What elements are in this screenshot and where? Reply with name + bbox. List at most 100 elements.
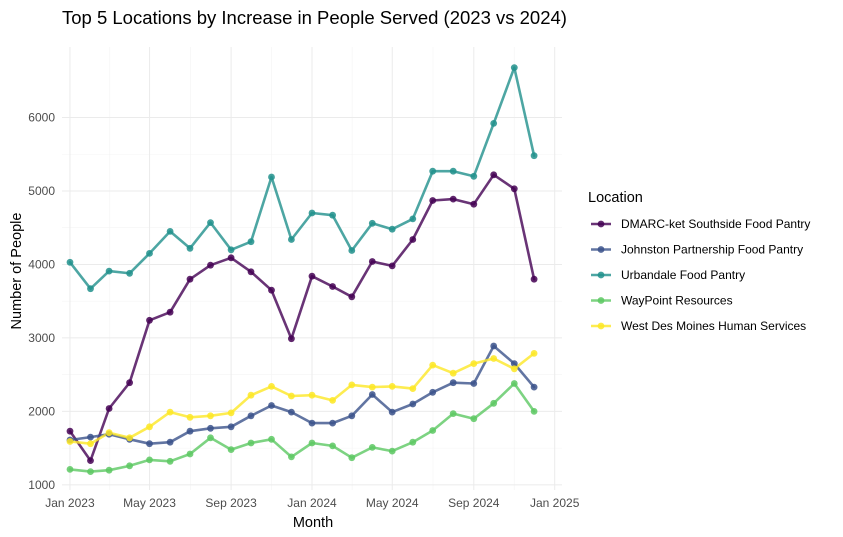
y-axis-ticks: 1000 2000 3000 4000 5000 6000 — [28, 111, 55, 492]
data-point — [368, 219, 376, 227]
data-point — [429, 197, 437, 204]
data-point — [207, 434, 214, 442]
data-point — [227, 254, 235, 262]
legend-items: DMARC-ket Southside Food Pantry Johnston … — [591, 217, 810, 333]
data-point — [329, 442, 336, 450]
legend-label: West Des Moines Human Services — [621, 319, 806, 333]
series-lines — [68, 66, 536, 473]
chart-title: Top 5 Locations by Increase in People Se… — [62, 7, 567, 28]
data-point — [510, 64, 518, 71]
data-point — [490, 171, 498, 179]
data-point — [207, 412, 214, 420]
data-point — [288, 335, 295, 343]
data-point — [409, 385, 417, 392]
data-point — [288, 236, 295, 243]
data-point — [490, 399, 498, 407]
data-point — [490, 342, 498, 350]
data-point — [186, 450, 194, 458]
data-point — [66, 466, 74, 473]
data-point — [409, 438, 417, 446]
data-point — [227, 423, 235, 431]
data-point — [490, 120, 498, 127]
data-point — [368, 391, 376, 398]
x-tick-label: Jan 2023 — [45, 496, 95, 510]
legend-label: WayPoint Resources — [621, 294, 733, 308]
data-point — [247, 439, 255, 447]
data-point — [87, 440, 94, 448]
data-point — [87, 457, 94, 464]
data-point — [87, 468, 94, 475]
data-point — [66, 438, 74, 445]
data-point — [388, 262, 396, 270]
data-point — [348, 247, 356, 254]
data-point — [66, 258, 74, 266]
data-point — [166, 228, 174, 235]
data-point — [268, 286, 275, 294]
legend-key-point — [597, 220, 605, 228]
legend-label: Urbandale Food Pantry — [621, 268, 745, 282]
data-point — [530, 383, 538, 391]
data-point — [510, 185, 518, 193]
data-point — [409, 400, 417, 408]
data-point — [429, 427, 437, 434]
data-point — [329, 211, 336, 219]
y-tick-label: 4000 — [28, 257, 55, 271]
legend-key-point — [597, 246, 605, 253]
data-point — [308, 419, 316, 427]
data-point — [388, 225, 396, 233]
data-point — [146, 456, 153, 464]
data-point — [470, 415, 478, 423]
series-points — [66, 64, 538, 475]
data-point — [530, 408, 538, 415]
data-point — [146, 423, 153, 431]
data-point — [470, 380, 478, 387]
data-point — [268, 402, 275, 409]
data-point — [308, 272, 316, 280]
legend-key-point — [597, 297, 605, 304]
data-point — [470, 360, 478, 367]
data-point — [368, 383, 376, 391]
data-point — [348, 454, 356, 462]
data-point — [126, 434, 133, 442]
data-point — [186, 244, 194, 252]
legend: Location DMARC-ket Southside Food Pantry… — [588, 190, 810, 333]
data-point — [449, 410, 457, 417]
data-point — [449, 379, 457, 387]
y-tick-label: 5000 — [28, 184, 55, 198]
data-point — [429, 388, 437, 396]
data-point — [146, 316, 153, 324]
data-point — [288, 408, 295, 416]
data-point — [429, 361, 437, 369]
data-point — [186, 275, 194, 283]
series-line — [68, 382, 536, 473]
data-point — [510, 360, 518, 367]
data-point — [146, 250, 153, 257]
data-point — [388, 447, 396, 455]
data-point — [470, 172, 478, 180]
data-point — [409, 236, 417, 243]
data-point — [268, 435, 275, 443]
data-point — [105, 267, 113, 275]
x-axis-ticks: Jan 2023 May 2023 Sep 2023 Jan 2024 May 2024… — [45, 496, 579, 510]
legend-key-point — [597, 271, 605, 279]
legend-label: Johnston Partnership Food Pantry — [621, 243, 803, 257]
data-point — [348, 412, 356, 420]
x-tick-label: May 2023 — [123, 496, 176, 510]
data-point — [126, 379, 133, 387]
data-point — [247, 268, 255, 276]
x-axis-title: Month — [293, 515, 333, 531]
y-tick-label: 6000 — [28, 111, 55, 125]
data-point — [268, 383, 275, 390]
data-point — [166, 308, 174, 316]
data-point — [329, 419, 336, 427]
data-point — [530, 275, 538, 283]
series-line — [68, 66, 536, 291]
y-tick-label: 1000 — [28, 478, 55, 492]
data-point — [530, 350, 538, 357]
data-point — [348, 293, 356, 301]
data-point — [146, 440, 153, 448]
data-point — [449, 167, 457, 175]
data-point — [268, 173, 275, 181]
data-point — [227, 246, 235, 254]
